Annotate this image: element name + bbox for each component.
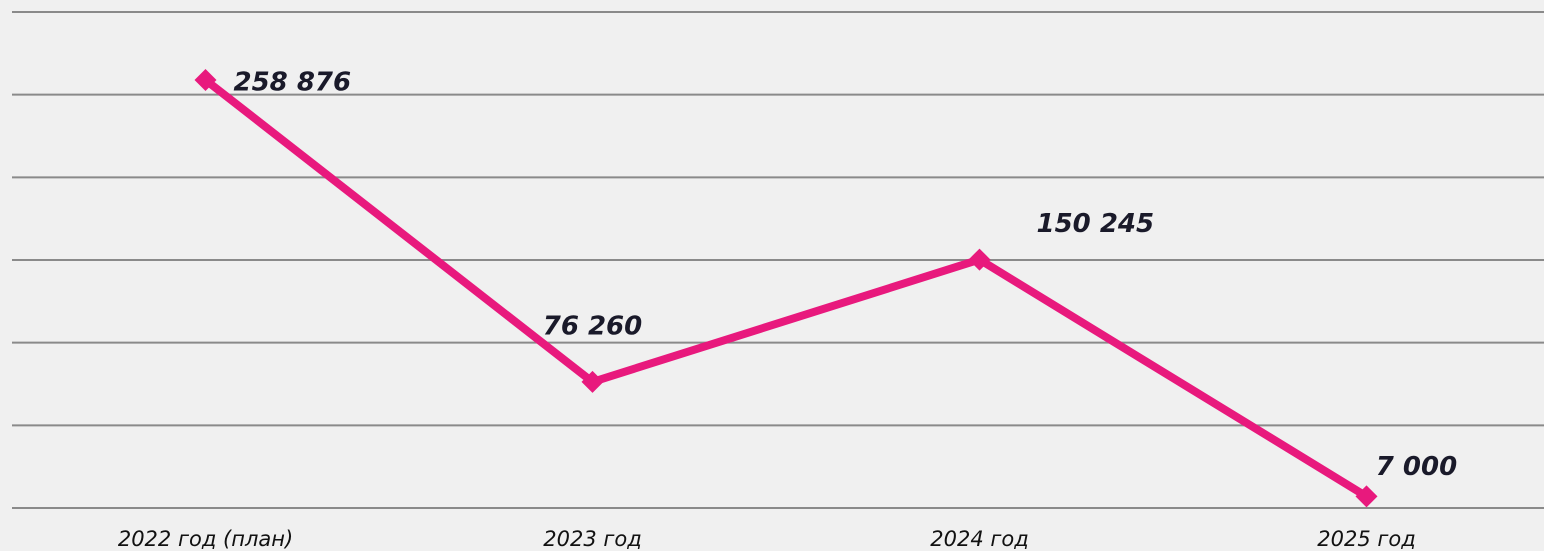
x-tick-label: 2025 год [1317,527,1416,551]
value-label: 7 000 [1376,452,1457,482]
marker [194,68,217,91]
line [203,76,1369,500]
marker [968,248,991,271]
value-label: 258 876 [234,67,352,97]
x-tick-label: 2024 год [930,527,1029,551]
marker [1355,485,1378,508]
x-tick-label: 2022 год (план) [118,527,293,551]
value-label: 76 260 [543,311,643,341]
marker [581,370,604,393]
value-label: 150 245 [1037,209,1155,239]
x-tick-label: 2023 год [543,527,642,551]
